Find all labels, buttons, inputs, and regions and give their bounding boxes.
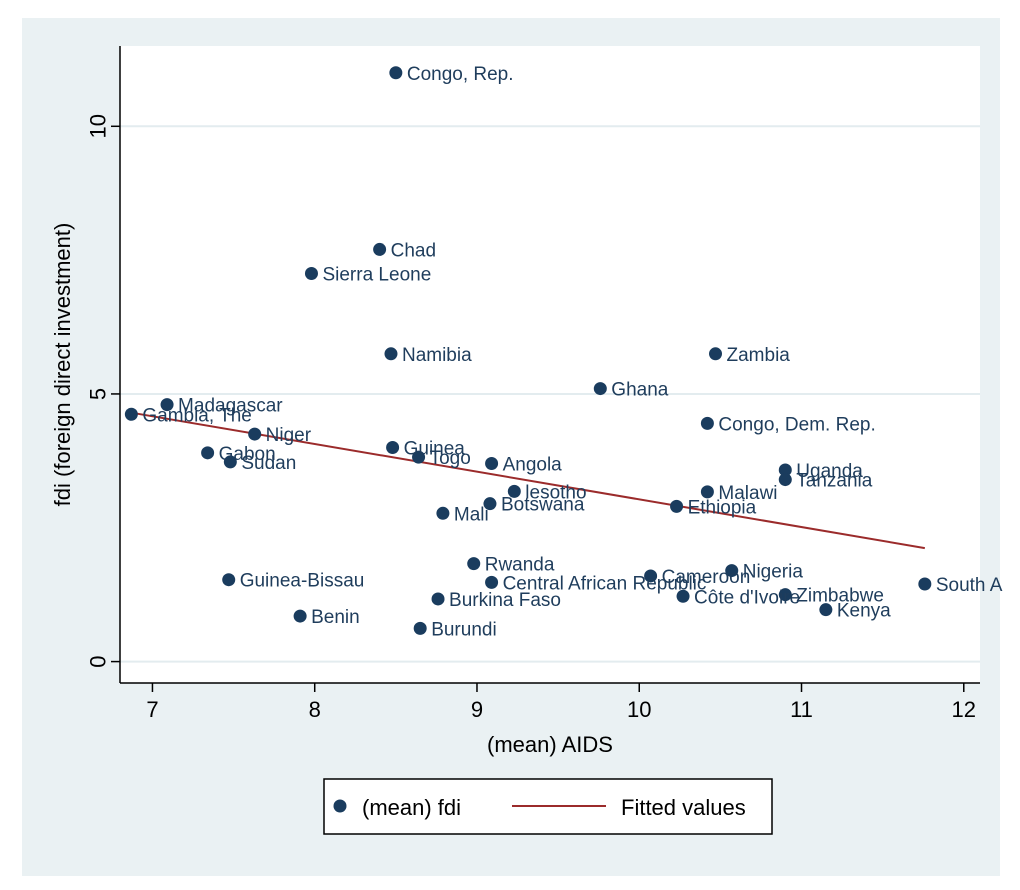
point-uganda xyxy=(778,463,792,477)
point-sierra-leone xyxy=(304,267,318,280)
point-label-benin: Benin xyxy=(311,607,360,628)
x-tick-label-11: 11 xyxy=(790,697,813,722)
point-c-te-d-ivoire xyxy=(676,589,690,603)
point-label-rwanda: Rwanda xyxy=(485,555,555,576)
point-label-sudan: Sudan xyxy=(241,453,296,474)
point-label-guinea: Guinea xyxy=(404,438,466,459)
point-zambia xyxy=(709,347,723,361)
x-axis-title: (mean) AIDS xyxy=(487,732,613,757)
point-tanzania xyxy=(778,473,792,487)
point-rwanda xyxy=(467,557,481,571)
y-axis-title: fdi (foreign direct investment) xyxy=(50,223,75,507)
point-label-nigeria: Nigeria xyxy=(743,562,804,583)
point-label-c-te-d-ivoire: Côte d'Ivoire xyxy=(694,587,800,608)
x-tick-label-7: 7 xyxy=(146,697,158,722)
point-label-kenya: Kenya xyxy=(837,601,891,622)
point-label-central-african-republic: Central African Republic xyxy=(503,573,707,594)
point-label-malawi: Malawi xyxy=(718,483,777,504)
point-botswana xyxy=(483,497,497,511)
point-label-tanzania: Tanzania xyxy=(796,471,872,492)
point-nigeria xyxy=(725,564,739,578)
point-label-burkina-faso: Burkina Faso xyxy=(449,590,561,611)
point-label-guinea-bissau: Guinea-Bissau xyxy=(240,571,365,592)
x-tick-label-8: 8 xyxy=(309,697,321,722)
y-tick-label-0: 0 xyxy=(86,655,111,667)
plot-area xyxy=(120,46,980,683)
point-ethiopia xyxy=(670,499,684,513)
point-gambia-the xyxy=(124,407,138,421)
point-label-congo-dem-rep: Congo, Dem. Rep. xyxy=(718,414,875,435)
point-label-ethiopia: Ethiopia xyxy=(688,497,757,518)
point-label-cameroon: Cameroon xyxy=(662,567,751,588)
point-label-gambia-the: Gambia, The xyxy=(142,405,251,426)
point-label-ghana: Ghana xyxy=(611,380,668,401)
legend: (mean) fdi Fitted values xyxy=(323,778,773,835)
x-tick-label-12: 12 xyxy=(952,697,976,722)
point-label-congo-rep: Congo, Rep. xyxy=(407,64,514,85)
points-layer xyxy=(124,66,932,635)
grid-lines xyxy=(120,125,980,663)
point-label-togo: Togo xyxy=(430,448,471,469)
legend-label-mean-fdi: (mean) fdi xyxy=(362,795,461,820)
fitted-values-line xyxy=(131,411,925,550)
point-label-burundi: Burundi xyxy=(431,619,497,640)
point-cameroon xyxy=(644,569,658,583)
point-label-lesotho: lesotho xyxy=(525,482,586,503)
y-tick-label-5: 5 xyxy=(86,388,111,400)
point-lesotho xyxy=(507,484,521,498)
y-tick-label-10: 10 xyxy=(86,114,111,138)
point-south-a xyxy=(918,577,932,591)
point-label-zambia: Zambia xyxy=(727,345,791,366)
fit-line-layer xyxy=(131,411,925,550)
point-label-angola: Angola xyxy=(503,455,563,476)
point-congo-dem-rep xyxy=(700,416,714,430)
point-label-mali: Mali xyxy=(454,504,489,525)
point-gabon xyxy=(201,446,215,460)
point-label-zimbabwe: Zimbabwe xyxy=(796,586,884,607)
legend-marker-mean-fdi xyxy=(333,799,347,813)
point-label-madagascar: Madagascar xyxy=(178,396,283,417)
point-chad xyxy=(373,242,387,256)
point-togo xyxy=(412,450,426,464)
point-burkina-faso xyxy=(431,592,445,606)
point-label-gabon: Gabon xyxy=(219,444,276,465)
point-mali xyxy=(436,506,450,520)
point-label-namibia: Namibia xyxy=(402,345,472,366)
point-niger xyxy=(248,427,262,441)
point-benin xyxy=(293,609,307,623)
point-ghana xyxy=(593,382,607,396)
axes: 7 8 9 10 11 12 0 5 10 xyxy=(86,46,980,722)
point-label-uganda: Uganda xyxy=(796,461,863,482)
point-burundi xyxy=(413,621,427,635)
point-malawi xyxy=(700,485,714,499)
x-tick-label-10: 10 xyxy=(627,697,651,722)
point-label-sierra-leone: Sierra Leone xyxy=(322,265,431,286)
point-congo-rep xyxy=(389,66,403,80)
point-zimbabwe xyxy=(778,588,792,602)
point-madagascar xyxy=(160,398,174,412)
point-angola xyxy=(485,457,499,471)
point-label-botswana: Botswana xyxy=(501,495,585,516)
point-labels-layer: Congo, Rep. Chad Sierra Leone Namibia Zambia… xyxy=(142,64,1002,641)
point-kenya xyxy=(819,603,833,617)
point-namibia xyxy=(384,347,398,361)
legend-label-fitted-values: Fitted values xyxy=(621,795,746,820)
point-label-chad: Chad xyxy=(391,240,436,261)
point-label-south-a: South A xyxy=(936,575,1003,596)
point-guinea-bissau xyxy=(222,573,236,587)
point-label-niger: Niger xyxy=(266,425,312,446)
x-tick-label-9: 9 xyxy=(471,697,483,722)
point-sudan xyxy=(223,455,237,469)
point-central-african-republic xyxy=(485,575,499,589)
point-guinea xyxy=(386,440,400,454)
